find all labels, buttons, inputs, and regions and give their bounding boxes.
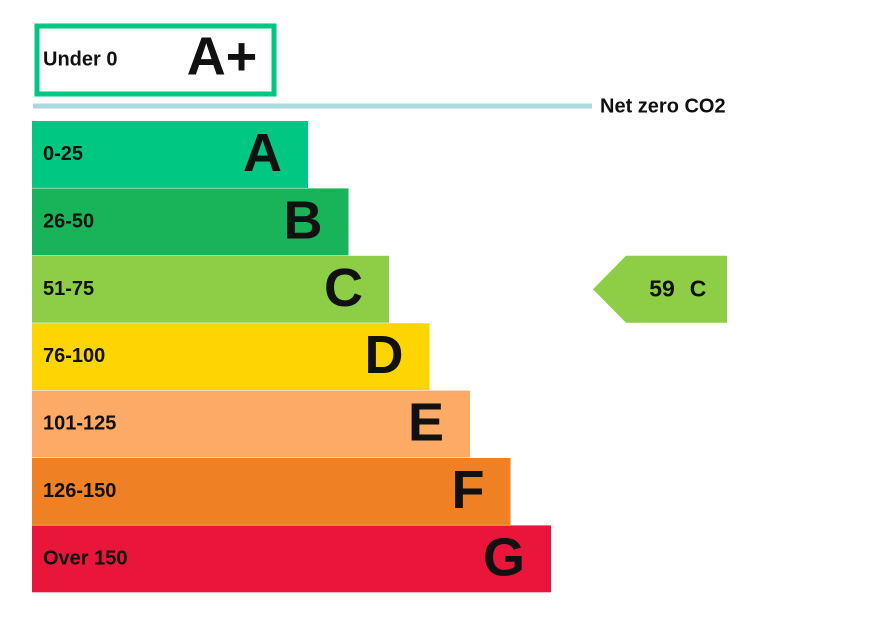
band-letter: F xyxy=(452,460,485,520)
band-letter: D xyxy=(365,325,404,385)
band-range: 26-50 xyxy=(43,210,94,232)
band-bar xyxy=(32,323,430,391)
band-range: Over 150 xyxy=(43,547,128,569)
top-band-box xyxy=(34,23,277,97)
current-rating-value: 59 xyxy=(649,275,675,301)
current-rating-letter: C xyxy=(690,275,707,301)
band-bar xyxy=(32,458,511,525)
band-range: 51-75 xyxy=(43,278,94,300)
net-zero-label: Net zero CO2 xyxy=(600,95,726,117)
band-bar xyxy=(32,188,349,256)
band-letter: C xyxy=(324,258,363,318)
band-letter: A xyxy=(243,123,282,183)
band-bar xyxy=(32,390,470,458)
band-range: 0-25 xyxy=(43,143,83,165)
band-letter: E xyxy=(408,393,444,453)
band-range: 101-125 xyxy=(43,413,116,435)
band-letter: G xyxy=(483,527,525,587)
top-band-range: Under 0 xyxy=(43,48,117,70)
band-range: 126-150 xyxy=(43,480,116,502)
current-rating-arrow xyxy=(593,255,727,323)
band-bar xyxy=(32,121,308,188)
band-range: 76-100 xyxy=(43,345,105,367)
top-band-letter: A+ xyxy=(187,26,258,86)
band-letter: B xyxy=(284,190,323,250)
band-bar xyxy=(32,255,389,323)
band-bar xyxy=(32,525,551,593)
